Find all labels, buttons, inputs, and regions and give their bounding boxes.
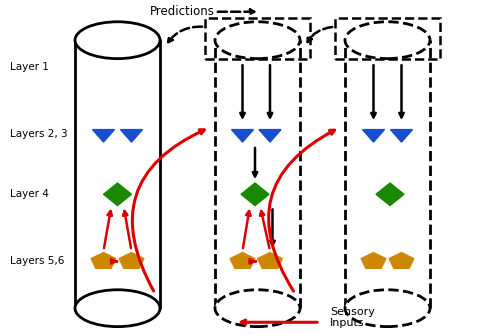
Polygon shape bbox=[362, 130, 384, 142]
Polygon shape bbox=[120, 130, 142, 142]
Text: Sensory
Inputs: Sensory Inputs bbox=[330, 307, 375, 328]
Text: Layers 5,6: Layers 5,6 bbox=[10, 256, 64, 266]
Polygon shape bbox=[230, 253, 255, 268]
Polygon shape bbox=[241, 183, 269, 206]
Polygon shape bbox=[389, 253, 414, 268]
Polygon shape bbox=[258, 253, 282, 268]
Polygon shape bbox=[119, 253, 144, 268]
Text: Layer 1: Layer 1 bbox=[10, 62, 49, 72]
Polygon shape bbox=[361, 253, 386, 268]
Ellipse shape bbox=[215, 290, 300, 327]
Polygon shape bbox=[104, 183, 132, 206]
Ellipse shape bbox=[75, 22, 160, 59]
Text: Predictions: Predictions bbox=[150, 5, 215, 18]
Ellipse shape bbox=[215, 22, 300, 59]
Polygon shape bbox=[91, 253, 116, 268]
Ellipse shape bbox=[345, 290, 430, 327]
Text: Layers 2, 3: Layers 2, 3 bbox=[10, 129, 68, 139]
Polygon shape bbox=[232, 130, 254, 142]
Polygon shape bbox=[376, 183, 404, 206]
Polygon shape bbox=[259, 130, 281, 142]
Text: Layer 4: Layer 4 bbox=[10, 189, 49, 199]
Ellipse shape bbox=[75, 290, 160, 327]
Polygon shape bbox=[390, 130, 412, 142]
Ellipse shape bbox=[345, 22, 430, 59]
Polygon shape bbox=[92, 130, 114, 142]
